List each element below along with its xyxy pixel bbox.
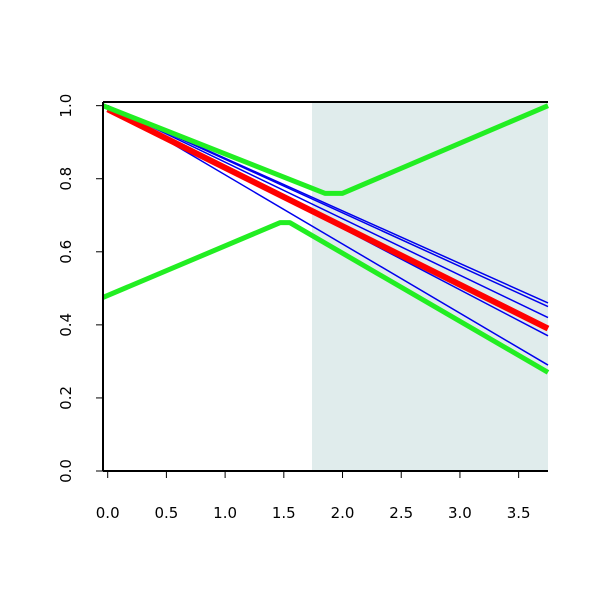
line xyxy=(106,106,550,332)
y-tick-label: 1.0 xyxy=(57,94,75,118)
y-tick-label: 0.4 xyxy=(57,313,75,337)
x-tick-label: 3.0 xyxy=(448,504,472,522)
x-tick-label: 1.0 xyxy=(213,504,237,522)
y-tick-label: 0.8 xyxy=(57,167,75,191)
x-tick-label: 0.0 xyxy=(96,504,120,522)
x-tick-label: 3.5 xyxy=(507,504,531,522)
y-tick-label: 0.6 xyxy=(57,240,75,264)
line xyxy=(102,220,550,375)
shaded-region xyxy=(311,102,548,471)
x-tick-label: 2.5 xyxy=(389,504,413,522)
y-tick-label: 0.2 xyxy=(57,386,75,410)
x-tick-label: 0.5 xyxy=(154,504,178,522)
line xyxy=(102,103,549,196)
line xyxy=(107,104,549,319)
x-tick-label: 2.0 xyxy=(331,504,355,522)
y-tick-label: 0.0 xyxy=(57,459,75,483)
x-tick-label: 1.5 xyxy=(272,504,296,522)
